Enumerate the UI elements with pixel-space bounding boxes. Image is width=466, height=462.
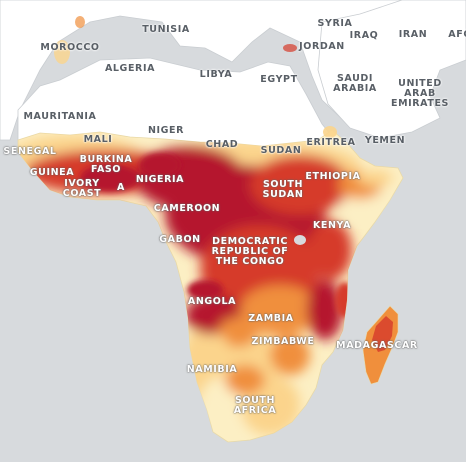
eritrea-highlight — [323, 126, 337, 138]
country-label-tunisia: TUNISIA — [142, 24, 190, 35]
country-label-iran: IRAN — [398, 29, 428, 40]
morocco-highlight-2 — [75, 16, 85, 28]
country-label-libya: LIBYA — [199, 69, 233, 80]
country-label-nigeria: NIGERIA — [135, 174, 185, 185]
country-label-uae: UNITED ARAB EMIRATES — [390, 78, 450, 109]
country-label-guinea: GUINEA — [29, 167, 75, 178]
country-label-south-africa: SOUTH AFRICA — [233, 395, 277, 416]
country-label-ivory-coast: IVORY COAST — [62, 178, 102, 199]
country-label-zimbabwe: ZIMBABWE — [251, 336, 315, 347]
country-label-drc: DEMOCRATIC REPUBLIC OF THE CONGO — [211, 236, 289, 267]
country-label-cameroon: CAMEROON — [153, 203, 221, 214]
country-label-morocco: MOROCCO — [40, 42, 100, 53]
risk-layer — [18, 135, 393, 435]
country-label-mauritania: MAURITANIA — [23, 111, 97, 122]
country-label-burkina-faso: BURKINA FASO — [79, 154, 133, 175]
country-label-south-sudan: SOUTH SUDAN — [262, 179, 304, 200]
country-label-sudan: SUDAN — [260, 145, 302, 156]
country-label-ghana: A — [117, 182, 125, 193]
country-label-ethiopia: ETHIOPIA — [305, 171, 361, 182]
country-label-yemen: YEMEN — [364, 135, 406, 146]
country-label-mali: MALI — [83, 134, 113, 145]
madagascar-interior — [372, 316, 393, 352]
country-label-saudi-arabia: SAUDI ARABIA — [333, 73, 377, 94]
country-label-angola: ANGOLA — [187, 296, 237, 307]
country-label-algeria: ALGERIA — [104, 63, 156, 74]
country-label-kenya: KENYA — [312, 220, 352, 231]
country-label-eritrea: ERITREA — [306, 137, 356, 148]
country-label-chad: CHAD — [205, 139, 239, 150]
country-label-egypt: EGYPT — [260, 74, 298, 85]
country-label-niger: NIGER — [147, 125, 185, 136]
nile-highlight — [283, 44, 297, 52]
lake-victoria — [294, 235, 306, 245]
country-label-senegal: SENEGAL — [3, 146, 57, 157]
morocco-highlight — [54, 40, 70, 64]
country-label-syria: SYRIA — [317, 18, 353, 29]
land-east — [317, 0, 466, 139]
country-label-madagascar: MADAGASCAR — [336, 340, 418, 351]
country-label-jordan: JORDAN — [299, 41, 345, 52]
country-label-iraq: IRAQ — [349, 30, 379, 41]
country-label-gabon: GABON — [159, 234, 201, 245]
country-label-afg: AFG — [448, 29, 466, 40]
country-label-namibia: NAMIBIA — [186, 364, 238, 375]
country-label-zambia: ZAMBIA — [248, 313, 294, 324]
